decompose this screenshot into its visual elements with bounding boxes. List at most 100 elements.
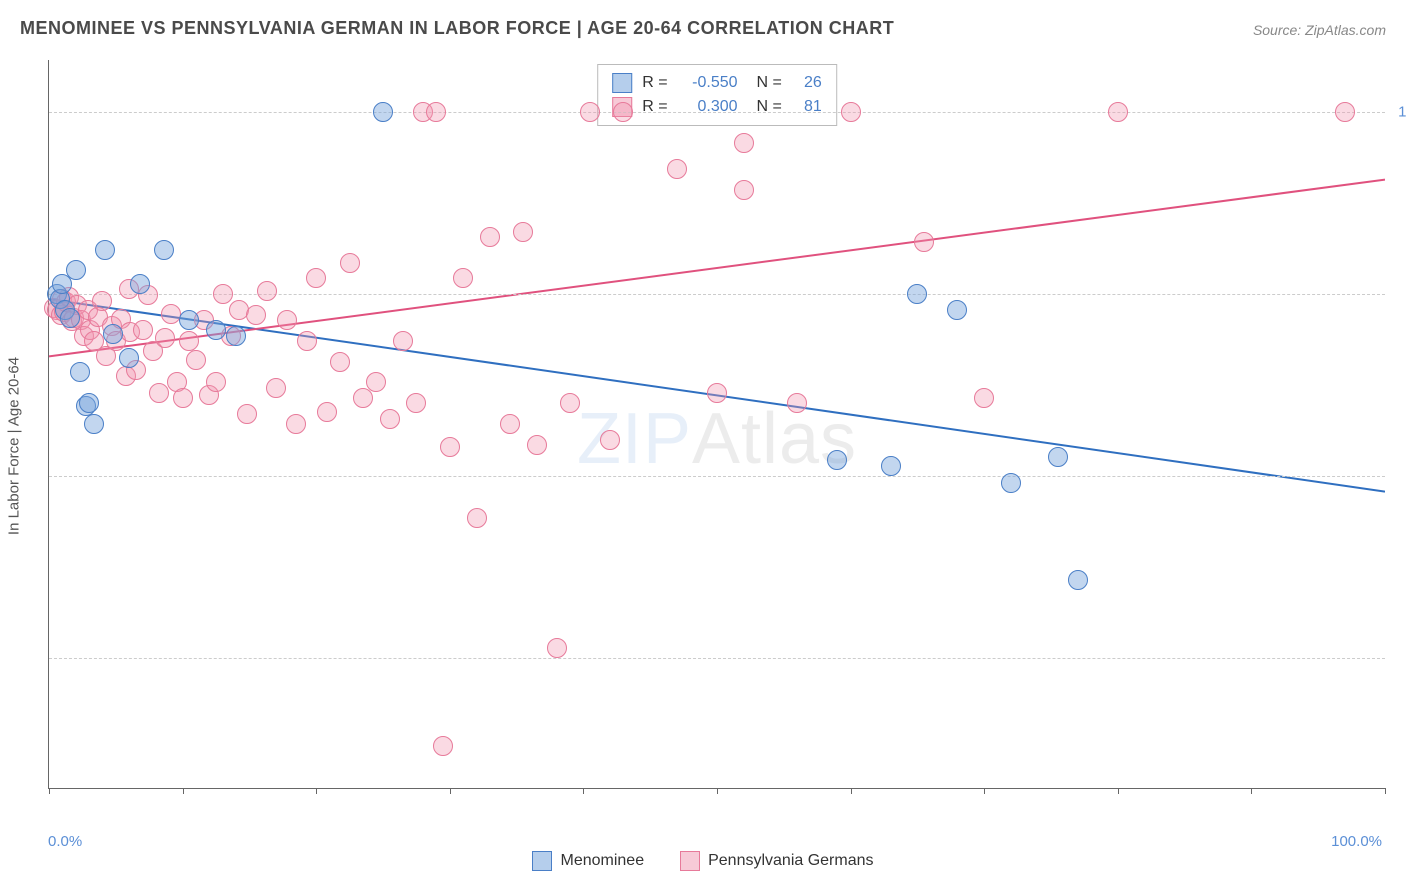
data-point-menominee xyxy=(79,393,99,413)
data-point-pagerman xyxy=(161,304,181,324)
data-point-pagerman xyxy=(257,281,277,301)
data-point-pagerman xyxy=(734,133,754,153)
data-point-pagerman xyxy=(179,331,199,351)
data-point-menominee xyxy=(70,362,90,382)
data-point-pagerman xyxy=(580,102,600,122)
n-label: N = xyxy=(748,71,782,95)
data-point-menominee xyxy=(66,260,86,280)
data-point-menominee xyxy=(84,414,104,434)
data-point-pagerman xyxy=(149,383,169,403)
correlation-legend-box: R = -0.550 N = 26 R = 0.300 N = 81 xyxy=(597,64,837,126)
data-point-pagerman xyxy=(453,268,473,288)
data-point-pagerman xyxy=(133,320,153,340)
data-point-pagerman xyxy=(1108,102,1128,122)
x-tick xyxy=(984,788,985,794)
x-tick xyxy=(1251,788,1252,794)
data-point-pagerman xyxy=(213,284,233,304)
data-point-pagerman xyxy=(206,372,226,392)
data-point-pagerman xyxy=(513,222,533,242)
data-point-pagerman xyxy=(380,409,400,429)
x-tick xyxy=(1118,788,1119,794)
scatter-plot-area: R =-0.550 N =26R =0.300 N =81 ZIPAtlas 4… xyxy=(48,60,1385,789)
regression-lines-layer xyxy=(49,60,1385,788)
r-value: -0.550 xyxy=(678,71,738,95)
n-value: 81 xyxy=(792,95,822,119)
legend-item-pagerman: Pennsylvania Germans xyxy=(680,851,873,871)
data-point-pagerman xyxy=(186,350,206,370)
data-point-pagerman xyxy=(787,393,807,413)
r-label: R = xyxy=(642,71,667,95)
data-point-pagerman xyxy=(340,253,360,273)
data-point-pagerman xyxy=(433,736,453,756)
data-point-pagerman xyxy=(613,102,633,122)
x-axis-max-label: 100.0% xyxy=(1331,833,1382,850)
x-tick xyxy=(316,788,317,794)
data-point-menominee xyxy=(95,240,115,260)
x-tick xyxy=(450,788,451,794)
data-point-menominee xyxy=(1001,473,1021,493)
data-point-pagerman xyxy=(406,393,426,413)
x-tick xyxy=(1385,788,1386,794)
data-point-menominee xyxy=(119,348,139,368)
data-point-menominee xyxy=(881,456,901,476)
legend-stat-row-pagerman: R = 0.300 N = 81 xyxy=(612,95,822,119)
gridline xyxy=(49,112,1385,113)
data-point-pagerman xyxy=(560,393,580,413)
data-point-menominee xyxy=(103,324,123,344)
legend-label: Pennsylvania Germans xyxy=(708,852,873,870)
y-axis-title: In Labor Force | Age 20-64 xyxy=(6,357,23,535)
data-point-pagerman xyxy=(353,388,373,408)
data-point-pagerman xyxy=(317,402,337,422)
data-point-pagerman xyxy=(914,232,934,252)
data-point-pagerman xyxy=(480,227,500,247)
data-point-menominee xyxy=(907,284,927,304)
data-point-pagerman xyxy=(277,310,297,330)
r-value: 0.300 xyxy=(678,95,738,119)
data-point-menominee xyxy=(154,240,174,260)
data-point-pagerman xyxy=(527,435,547,455)
data-point-pagerman xyxy=(974,388,994,408)
x-axis-min-label: 0.0% xyxy=(48,833,82,850)
data-point-pagerman xyxy=(286,414,306,434)
data-point-pagerman xyxy=(707,383,727,403)
data-point-pagerman xyxy=(246,305,266,325)
data-point-menominee xyxy=(1048,447,1068,467)
n-value: 26 xyxy=(792,71,822,95)
chart-title: MENOMINEE VS PENNSYLVANIA GERMAN IN LABO… xyxy=(20,18,894,39)
data-point-pagerman xyxy=(393,331,413,351)
data-point-menominee xyxy=(60,308,80,328)
y-tick-label: 100.0% xyxy=(1398,104,1406,121)
legend-stat-row-menominee: R = -0.550 N = 26 xyxy=(612,71,822,95)
data-point-menominee xyxy=(947,300,967,320)
data-point-pagerman xyxy=(330,352,350,372)
gridline xyxy=(49,476,1385,477)
data-point-menominee xyxy=(373,102,393,122)
legend-item-menominee: Menominee xyxy=(532,851,644,871)
data-point-menominee xyxy=(226,326,246,346)
series-legend: Menominee Pennsylvania Germans xyxy=(0,851,1406,876)
data-point-menominee xyxy=(206,320,226,340)
x-tick xyxy=(183,788,184,794)
data-point-pagerman xyxy=(297,331,317,351)
legend-label: Menominee xyxy=(560,852,644,870)
source-attribution: Source: ZipAtlas.com xyxy=(1253,22,1386,38)
data-point-pagerman xyxy=(426,102,446,122)
data-point-pagerman xyxy=(500,414,520,434)
data-point-pagerman xyxy=(366,372,386,392)
data-point-pagerman xyxy=(600,430,620,450)
legend-swatch xyxy=(680,851,700,871)
x-tick xyxy=(49,788,50,794)
data-point-pagerman xyxy=(306,268,326,288)
regression-line-pagerman xyxy=(49,180,1385,357)
gridline xyxy=(49,658,1385,659)
r-label: R = xyxy=(642,95,667,119)
data-point-pagerman xyxy=(547,638,567,658)
data-point-menominee xyxy=(179,310,199,330)
gridline xyxy=(49,294,1385,295)
watermark-text-a: ZIP xyxy=(577,399,692,479)
data-point-pagerman xyxy=(841,102,861,122)
data-point-menominee xyxy=(1068,570,1088,590)
n-label: N = xyxy=(748,95,782,119)
x-tick xyxy=(851,788,852,794)
data-point-pagerman xyxy=(1335,102,1355,122)
